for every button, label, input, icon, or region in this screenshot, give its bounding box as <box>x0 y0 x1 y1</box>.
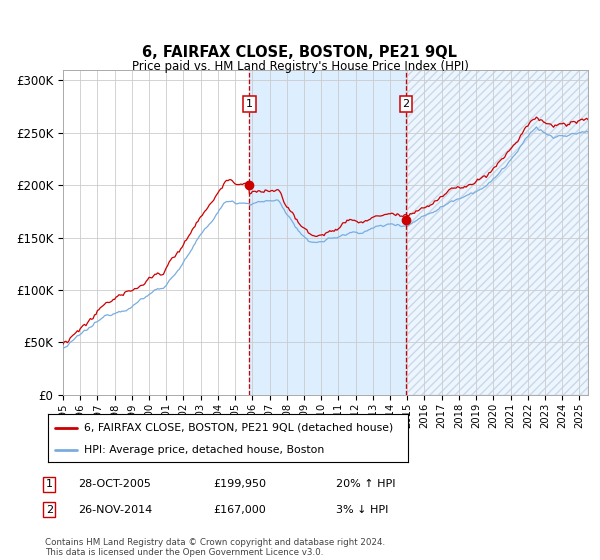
Text: 6, FAIRFAX CLOSE, BOSTON, PE21 9QL: 6, FAIRFAX CLOSE, BOSTON, PE21 9QL <box>143 45 458 60</box>
Text: 28-OCT-2005: 28-OCT-2005 <box>78 479 151 489</box>
Text: 3% ↓ HPI: 3% ↓ HPI <box>336 505 388 515</box>
Text: 1: 1 <box>246 99 253 109</box>
Text: £167,000: £167,000 <box>213 505 266 515</box>
Text: Contains HM Land Registry data © Crown copyright and database right 2024.
This d: Contains HM Land Registry data © Crown c… <box>45 538 385 557</box>
Bar <box>250 70 406 395</box>
Text: 20% ↑ HPI: 20% ↑ HPI <box>336 479 395 489</box>
Bar <box>406 70 588 395</box>
Text: HPI: Average price, detached house, Boston: HPI: Average price, detached house, Bost… <box>84 445 324 455</box>
Text: 2: 2 <box>403 99 409 109</box>
Text: 1: 1 <box>46 479 53 489</box>
Text: 6, FAIRFAX CLOSE, BOSTON, PE21 9QL (detached house): 6, FAIRFAX CLOSE, BOSTON, PE21 9QL (deta… <box>84 423 393 433</box>
Text: 26-NOV-2014: 26-NOV-2014 <box>78 505 152 515</box>
Text: £199,950: £199,950 <box>213 479 266 489</box>
Text: Price paid vs. HM Land Registry's House Price Index (HPI): Price paid vs. HM Land Registry's House … <box>131 60 469 73</box>
Text: 2: 2 <box>46 505 53 515</box>
Bar <box>406 70 588 395</box>
